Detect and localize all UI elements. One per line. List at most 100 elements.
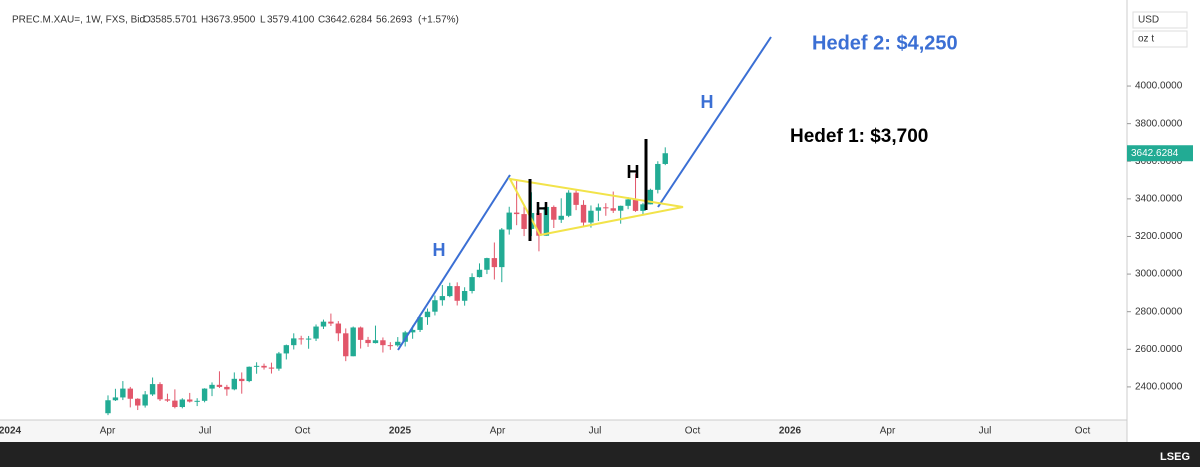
header-text: (+1.57%) bbox=[418, 15, 459, 26]
candle-body bbox=[253, 365, 260, 367]
candle-body bbox=[268, 367, 275, 369]
candle-body bbox=[580, 204, 587, 223]
y-tick-label: 2400.0000 bbox=[1135, 382, 1183, 393]
header-text: PREC.M.XAU=, 1W, FXS, Bid bbox=[12, 15, 145, 26]
annotation: H bbox=[433, 240, 446, 260]
candle-body bbox=[142, 394, 148, 406]
candle-body bbox=[476, 269, 483, 278]
candle-body bbox=[239, 378, 245, 382]
candle-body bbox=[662, 153, 668, 164]
x-tick-label: Apr bbox=[880, 426, 896, 437]
y-tick-label: 2800.0000 bbox=[1135, 306, 1183, 317]
candle-body bbox=[120, 388, 126, 398]
candle-body bbox=[432, 300, 438, 312]
header-text: 3642.6284 bbox=[325, 15, 373, 26]
footer bbox=[0, 442, 1200, 467]
candle-body bbox=[194, 400, 200, 402]
candle-body bbox=[454, 286, 460, 301]
candle-body bbox=[313, 326, 319, 339]
last-price-label: 3642.6284 bbox=[1131, 148, 1179, 159]
y-tick-label: 3800.0000 bbox=[1135, 118, 1183, 129]
candle-body bbox=[157, 384, 163, 400]
candle-body bbox=[112, 397, 119, 401]
candle-body bbox=[350, 327, 356, 357]
candle-body bbox=[543, 206, 550, 236]
candle-body bbox=[506, 212, 512, 230]
y-tick-label: 2600.0000 bbox=[1135, 344, 1183, 355]
annotation: H bbox=[627, 162, 640, 182]
x-tick-label: Jul bbox=[589, 426, 602, 437]
candle-body bbox=[149, 384, 156, 395]
candle-body bbox=[640, 204, 646, 211]
candle-body bbox=[424, 311, 431, 318]
header-text: 56.2693 bbox=[376, 15, 413, 26]
header-text: L bbox=[260, 15, 266, 26]
candle-body bbox=[573, 192, 579, 205]
candle-body bbox=[231, 378, 238, 390]
candle-body bbox=[127, 388, 133, 399]
candle-body bbox=[291, 338, 297, 346]
candle-body bbox=[372, 340, 379, 344]
candle-body bbox=[632, 199, 639, 211]
brand: LSEG bbox=[1160, 451, 1190, 463]
candle-body bbox=[499, 229, 505, 268]
candle-body bbox=[172, 400, 178, 408]
header-text: 3585.5701 bbox=[150, 15, 198, 26]
x-tick-label: Oct bbox=[1075, 426, 1091, 437]
candle-body bbox=[551, 206, 557, 220]
candle-body bbox=[380, 340, 386, 346]
candle-body bbox=[647, 189, 654, 205]
header-text: C bbox=[318, 15, 325, 26]
candle-body bbox=[209, 384, 215, 389]
y-tick-label: 3600.0000 bbox=[1135, 156, 1183, 167]
x-axis-band bbox=[0, 420, 1127, 442]
candle-body bbox=[558, 215, 564, 220]
candle-body bbox=[298, 338, 304, 340]
candle-body bbox=[603, 207, 609, 209]
trend-line bbox=[657, 36, 772, 208]
x-tick-label: Jul bbox=[979, 426, 992, 437]
candle-body bbox=[610, 208, 616, 211]
candle-body bbox=[655, 163, 661, 190]
candle-body bbox=[521, 214, 527, 229]
candle-body bbox=[513, 212, 520, 215]
candle-body bbox=[105, 400, 111, 414]
candle-body bbox=[164, 399, 171, 401]
currency: USD bbox=[1138, 15, 1159, 26]
candle-body bbox=[536, 212, 542, 236]
triangle-pattern bbox=[508, 177, 684, 237]
y-tick-label: 3000.0000 bbox=[1135, 269, 1183, 280]
annotation: H bbox=[701, 92, 714, 112]
candle-body bbox=[328, 321, 334, 324]
candle-body bbox=[276, 353, 282, 369]
unit: oz t bbox=[1138, 34, 1154, 45]
candle-body bbox=[595, 207, 602, 211]
candle-body bbox=[187, 399, 193, 402]
candle-body bbox=[305, 338, 312, 340]
candle-body bbox=[224, 386, 230, 390]
candle-body bbox=[320, 321, 327, 327]
x-tick-label: Jul bbox=[199, 426, 212, 437]
candle-body bbox=[201, 388, 208, 401]
x-tick-label: Oct bbox=[685, 426, 701, 437]
candle-body bbox=[365, 339, 371, 344]
candle-body bbox=[335, 323, 342, 334]
y-tick-label: 3200.0000 bbox=[1135, 231, 1183, 242]
candle-body bbox=[261, 365, 267, 368]
candle-body bbox=[588, 210, 594, 223]
candle-body bbox=[484, 258, 490, 270]
candle-body bbox=[461, 291, 468, 301]
annotation: H bbox=[536, 199, 549, 219]
candle-body bbox=[357, 327, 364, 340]
candle-body bbox=[216, 384, 223, 387]
candle-body bbox=[417, 317, 423, 330]
candle-body bbox=[565, 192, 572, 216]
target-label: Hedef 1: $3,700 bbox=[790, 126, 928, 147]
currency-box bbox=[1132, 11, 1188, 29]
unit-box bbox=[1132, 30, 1188, 48]
candle-body bbox=[246, 366, 252, 382]
x-tick-label: 2026 bbox=[779, 426, 802, 437]
header-text: 3673.9500 bbox=[208, 15, 256, 26]
candle-body bbox=[447, 286, 453, 297]
